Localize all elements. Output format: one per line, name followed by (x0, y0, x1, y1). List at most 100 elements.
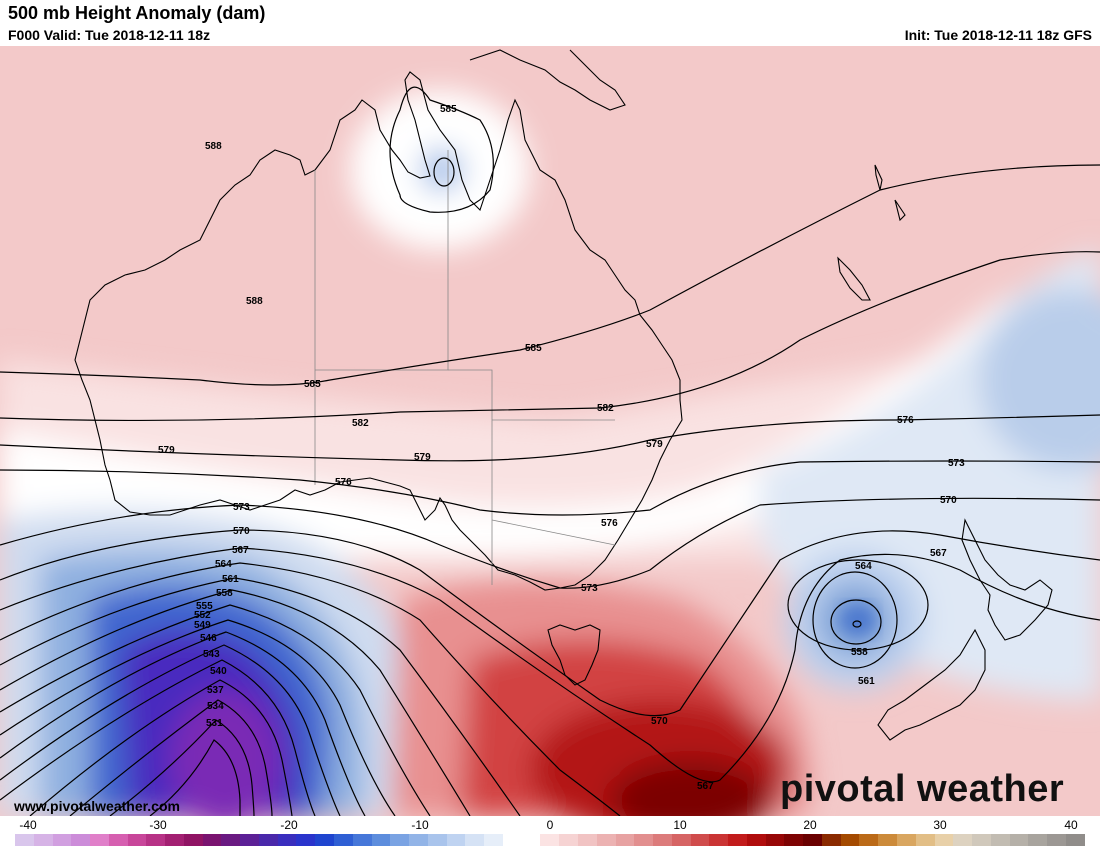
colorbar-swatch (165, 834, 184, 846)
contour-label: 573 (233, 502, 250, 513)
colorbar-swatch (671, 834, 691, 846)
colorbar-swatch (127, 834, 147, 846)
colorbar-swatch (484, 834, 503, 846)
colorbar-swatch (52, 834, 72, 846)
height-contours (0, 86, 1100, 816)
contour-label: 579 (158, 445, 175, 456)
colorbar-swatch (15, 834, 34, 846)
colorbar-tick: 30 (933, 818, 947, 832)
state-borders (314, 150, 616, 585)
contour-label: 567 (232, 545, 249, 556)
colorbar-swatch (972, 834, 991, 846)
colorbar-tick: -20 (280, 818, 298, 832)
colorbar-swatch (709, 834, 729, 846)
contour-label: 576 (897, 415, 914, 426)
contour-label: 573 (581, 583, 598, 594)
colorbar-tick: -30 (149, 818, 167, 832)
contour-label: 579 (414, 452, 431, 463)
contour-label: 534 (207, 701, 224, 712)
colorbar-swatch (540, 834, 560, 846)
colorbar-swatch (183, 834, 203, 846)
contour-label: 537 (207, 685, 224, 696)
contour-label: 564 (855, 561, 872, 572)
contour-label: 570 (940, 495, 957, 506)
site-url: www.pivotalweather.com (14, 798, 180, 814)
colorbar-swatch (390, 834, 410, 846)
contour-label: 546 (200, 633, 217, 644)
colorbar-swatch (352, 834, 372, 846)
contour-label: 570 (233, 526, 250, 537)
colorbar-swatch (915, 834, 935, 846)
contour-label: 561 (222, 574, 239, 585)
contour-label: 582 (352, 418, 369, 429)
colorbar-swatch (728, 834, 747, 846)
height-anomaly-map[interactable]: 588 588 585 585 585 582 582 579 579 579 … (0, 46, 1100, 816)
colorbar-tick: 10 (673, 818, 687, 832)
contour-label: 561 (858, 676, 875, 687)
map-header: 500 mb Height Anomaly (dam) F000 Valid: … (0, 0, 1100, 46)
colorbar-swatch (296, 834, 316, 846)
colorbar-swatch (1028, 834, 1048, 846)
contour-label: 579 (646, 439, 663, 450)
map-title: 500 mb Height Anomaly (dam) (8, 3, 266, 23)
colorbar-swatch (90, 834, 109, 846)
colorbar-swatch (577, 834, 597, 846)
contour-label: 543 (203, 649, 220, 660)
contour-label: 582 (597, 403, 614, 414)
colorbar-swatch (427, 834, 447, 846)
colorbar-swatch (1009, 834, 1029, 846)
colorbar-swatch (803, 834, 822, 846)
init-time: Init: Tue 2018-12-11 18z GFS (904, 27, 1092, 43)
colorbar (15, 834, 1085, 846)
colorbar-swatch (953, 834, 973, 846)
contour-label: 540 (210, 666, 227, 677)
colorbar-swatch (859, 834, 879, 846)
colorbar-swatch (202, 834, 222, 846)
colorbar-swatch (146, 834, 166, 846)
colorbar-tick: 20 (803, 818, 817, 832)
colorbar-swatch (878, 834, 897, 846)
brand-logo: pivotal weather (780, 768, 1065, 810)
contour-label: 576 (601, 518, 618, 529)
contour-label: 588 (246, 296, 263, 307)
contour-label: 555 (196, 601, 213, 612)
colorbar-swatch (784, 834, 804, 846)
colorbar-swatch (240, 834, 259, 846)
colorbar-swatch (502, 834, 522, 846)
valid-time: F000 Valid: Tue 2018-12-11 18z (8, 27, 211, 43)
contour-label: 585 (525, 343, 542, 354)
colorbar-swatch (840, 834, 860, 846)
colorbar-swatch (1047, 834, 1066, 846)
colorbar-swatch (371, 834, 391, 846)
colorbar-ticks: -40 -30 -20 -10 0 10 20 30 40 (0, 818, 1100, 834)
contour-label: 567 (697, 781, 714, 792)
colorbar-swatch (108, 834, 128, 846)
colorbar-swatch (465, 834, 485, 846)
colorbar-swatch (615, 834, 635, 846)
colorbar-swatch (1065, 834, 1085, 846)
colorbar-swatch (596, 834, 616, 846)
colorbar-tick: 40 (1064, 818, 1078, 832)
contour-label: 576 (335, 477, 352, 488)
contour-label: 573 (948, 458, 965, 469)
colorbar-swatch (409, 834, 428, 846)
contour-label: 531 (206, 718, 223, 729)
colorbar-swatch (934, 834, 954, 846)
contour-label: 549 (194, 620, 211, 631)
contour-label: 585 (304, 379, 321, 390)
anomaly-shading (0, 46, 1100, 816)
colorbar-swatch (334, 834, 353, 846)
colorbar-swatch (990, 834, 1010, 846)
colorbar-swatch (315, 834, 335, 846)
contour-label: 585 (440, 104, 457, 115)
colorbar-swatch (746, 834, 766, 846)
colorbar-swatch (221, 834, 241, 846)
contour-label: 558 (851, 647, 868, 658)
contour-label: 552 (194, 610, 211, 621)
colorbar-swatch (653, 834, 672, 846)
colorbar-swatch (446, 834, 466, 846)
colorbar-swatch (765, 834, 785, 846)
colorbar-swatch (258, 834, 278, 846)
contour-label: 588 (205, 141, 222, 152)
contour-labels: 588 588 585 585 585 582 582 579 579 579 … (158, 104, 965, 792)
